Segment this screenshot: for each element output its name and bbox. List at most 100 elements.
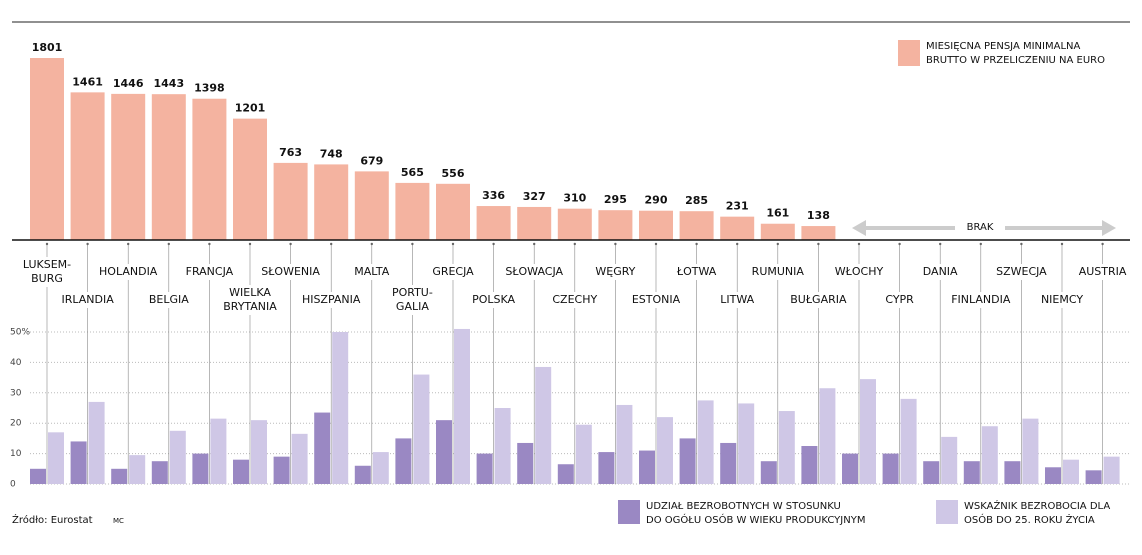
tick-dot bbox=[979, 242, 982, 246]
data-label: 679 bbox=[360, 154, 383, 167]
x-tick-label: HOLANDIA bbox=[99, 265, 158, 278]
bar bbox=[273, 162, 308, 240]
bar bbox=[151, 461, 168, 484]
bar bbox=[70, 441, 87, 484]
bar bbox=[598, 210, 633, 240]
bar bbox=[372, 452, 389, 484]
legend-label: WSKAŹNIK BEZROBOCIA DLA OSÓB DO 25. ROKU … bbox=[964, 499, 1110, 526]
x-tick-label: MALTA bbox=[354, 265, 389, 278]
y-tick-label: 20 bbox=[10, 419, 22, 429]
x-tick-label: HISZPANIA bbox=[302, 293, 361, 306]
data-label: 1398 bbox=[194, 82, 225, 95]
bar bbox=[1103, 456, 1120, 484]
bar bbox=[679, 438, 696, 484]
bar bbox=[291, 433, 308, 484]
bar bbox=[332, 332, 349, 484]
x-tick-label: CYPR bbox=[885, 293, 914, 306]
bar bbox=[963, 461, 980, 484]
data-label: 556 bbox=[442, 167, 465, 180]
bar bbox=[778, 411, 795, 484]
tick-dot bbox=[817, 242, 820, 246]
bar bbox=[557, 208, 592, 240]
bar bbox=[192, 98, 227, 240]
tick-dot bbox=[370, 242, 373, 246]
legend-swatch bbox=[898, 40, 920, 66]
bar bbox=[941, 436, 958, 484]
bar bbox=[679, 211, 714, 240]
bar bbox=[476, 206, 511, 240]
bar bbox=[395, 438, 412, 484]
annotation: BRAK bbox=[967, 222, 994, 233]
bar bbox=[535, 366, 552, 484]
tick-dot bbox=[45, 242, 49, 246]
bar bbox=[557, 464, 574, 484]
data-label: 1201 bbox=[235, 102, 266, 115]
bar bbox=[760, 223, 795, 240]
bar bbox=[1085, 470, 1102, 484]
bar bbox=[233, 459, 249, 484]
y-tick-label: 0 bbox=[10, 480, 16, 490]
tick-dot bbox=[573, 242, 576, 246]
bar bbox=[395, 182, 430, 240]
bar bbox=[842, 453, 858, 484]
x-tick-label: NIEMCY bbox=[1041, 293, 1083, 306]
x-tick-label: BELGIA bbox=[149, 293, 189, 306]
tick-dot bbox=[411, 242, 414, 246]
bar bbox=[454, 328, 470, 484]
bar bbox=[697, 400, 714, 484]
x-tick-label: FRANCJA bbox=[186, 265, 234, 278]
bar bbox=[900, 398, 917, 484]
data-label: 161 bbox=[766, 207, 789, 220]
bar bbox=[314, 164, 349, 240]
bar bbox=[517, 206, 552, 240]
legend-label: MIESIĘCNA PENSJA MINIMALNA BRUTTO W PRZEL… bbox=[926, 41, 1105, 66]
x-tick-label: WĘGRY bbox=[595, 265, 635, 278]
data-label: 336 bbox=[482, 189, 505, 202]
bar bbox=[639, 450, 655, 484]
x-tick-label: ESTONIA bbox=[632, 293, 681, 306]
data-label: 231 bbox=[726, 200, 749, 213]
bar bbox=[436, 420, 452, 484]
bar bbox=[1063, 459, 1079, 484]
legend-swatch bbox=[618, 500, 640, 524]
data-label: 763 bbox=[279, 146, 302, 159]
x-tick-label: AUSTRIA bbox=[1079, 265, 1127, 278]
data-label: 327 bbox=[523, 190, 546, 203]
bar bbox=[760, 461, 777, 484]
tick-dot bbox=[695, 242, 698, 246]
x-tick-label: WIELKA BRYTANIA bbox=[223, 286, 277, 313]
data-label: 290 bbox=[645, 194, 668, 207]
tick-dot bbox=[939, 242, 942, 246]
tick-dot bbox=[127, 242, 130, 246]
tick-dot bbox=[1101, 242, 1104, 246]
data-label: 1446 bbox=[113, 77, 144, 90]
bar bbox=[30, 468, 46, 484]
source: Źródło: Eurostat bbox=[12, 513, 93, 526]
bar bbox=[801, 226, 836, 240]
bar bbox=[639, 210, 673, 240]
x-tick-label: CZECHY bbox=[552, 293, 597, 306]
x-tick-label: BUŁGARIA bbox=[790, 293, 847, 306]
bar bbox=[354, 465, 371, 484]
bar bbox=[273, 456, 290, 484]
bar bbox=[657, 417, 673, 484]
bar bbox=[575, 424, 592, 484]
x-tick-label: SŁOWACJA bbox=[505, 265, 563, 278]
tick-dot bbox=[533, 242, 536, 246]
bar bbox=[436, 183, 470, 240]
tick-dot bbox=[289, 242, 292, 246]
tick-dot bbox=[736, 242, 739, 246]
bar bbox=[981, 426, 998, 484]
bar bbox=[616, 404, 633, 484]
x-tick-label: SŁOWENIA bbox=[261, 265, 320, 278]
y-tick-label: 40 bbox=[10, 358, 22, 368]
data-label: 748 bbox=[320, 147, 343, 160]
tick-dot bbox=[492, 242, 495, 246]
bar bbox=[720, 216, 755, 240]
bar bbox=[88, 401, 105, 484]
bar bbox=[882, 453, 899, 484]
x-tick-label: LITWA bbox=[720, 293, 754, 306]
x-tick-label: WŁOCHY bbox=[835, 265, 884, 278]
data-label: 1801 bbox=[32, 41, 63, 54]
bar bbox=[923, 461, 940, 484]
